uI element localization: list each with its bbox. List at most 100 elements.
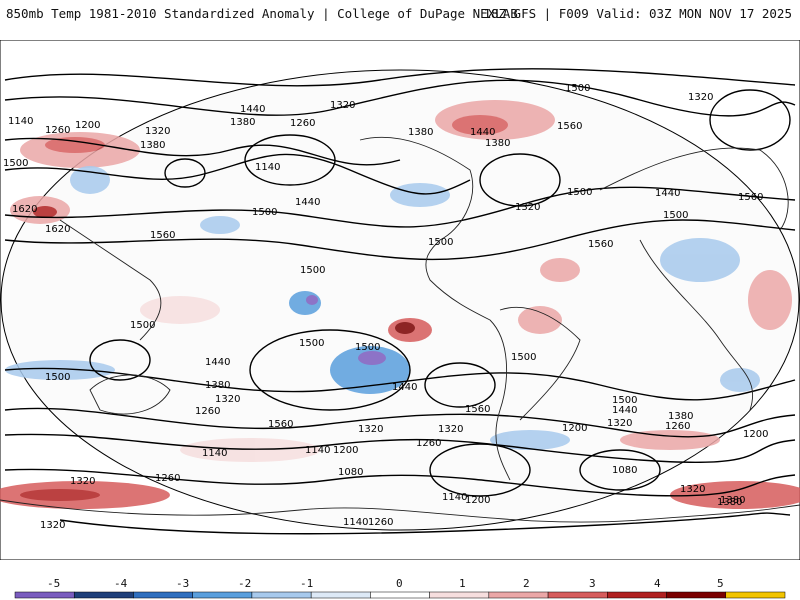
colorbar-swatch — [370, 591, 430, 599]
svg-text:1260: 1260 — [195, 406, 220, 417]
svg-text:1320: 1320 — [215, 394, 240, 405]
colorbar-swatch — [725, 591, 786, 599]
svg-text:1500: 1500 — [428, 237, 453, 248]
svg-text:1320: 1320 — [145, 126, 170, 137]
cbar-tick: 5 — [717, 577, 724, 590]
svg-text:1500: 1500 — [511, 352, 536, 363]
svg-text:1380: 1380 — [668, 411, 693, 422]
svg-text:1380: 1380 — [230, 117, 255, 128]
svg-text:1320: 1320 — [358, 424, 383, 435]
svg-text:1320: 1320 — [70, 476, 95, 487]
cbar-tick: -3 — [176, 577, 190, 590]
svg-text:1440: 1440 — [655, 188, 680, 199]
svg-text:1260: 1260 — [665, 421, 690, 432]
svg-text:1260: 1260 — [368, 517, 393, 528]
anomaly-map: 1140 1260 1200 1440 1320 1380 1500 1440 … — [0, 40, 800, 560]
cbar-tick: 1 — [459, 577, 466, 590]
svg-text:1500: 1500 — [130, 320, 155, 331]
cbar-tick: 4 — [654, 577, 661, 590]
cbar-tick: -4 — [114, 577, 128, 590]
svg-text:1560: 1560 — [557, 121, 582, 132]
coastlines — [0, 136, 800, 523]
svg-text:1200: 1200 — [743, 429, 768, 440]
svg-text:1140: 1140 — [8, 116, 33, 127]
colorbar-swatch — [607, 591, 667, 599]
title-left: 850mb Temp 1981-2010 Standardized Anomal… — [6, 6, 518, 21]
svg-text:1140: 1140 — [343, 517, 368, 528]
svg-text:1380: 1380 — [205, 380, 230, 391]
svg-text:1320: 1320 — [607, 418, 632, 429]
svg-text:1260: 1260 — [290, 118, 315, 129]
svg-text:1320: 1320 — [40, 520, 65, 531]
svg-text:1320: 1320 — [438, 424, 463, 435]
colorbar-swatch — [73, 591, 134, 599]
svg-text:1380: 1380 — [408, 127, 433, 138]
svg-text:1380: 1380 — [485, 138, 510, 149]
svg-text:1500: 1500 — [45, 372, 70, 383]
svg-text:1200: 1200 — [75, 120, 100, 131]
colorbar-swatch — [251, 591, 312, 599]
colorbar-swatch — [547, 591, 608, 599]
svg-text:1560: 1560 — [465, 404, 490, 415]
cbar-tick: -2 — [238, 577, 252, 590]
svg-text:1500: 1500 — [3, 158, 28, 169]
svg-text:1380: 1380 — [140, 140, 165, 151]
svg-text:1260: 1260 — [45, 125, 70, 136]
globe-outline — [0, 69, 800, 531]
height-contours — [4, 68, 796, 535]
svg-text:1380: 1380 — [720, 495, 745, 506]
contour-labels: 1140 1260 1200 1440 1320 1380 1500 1440 … — [3, 83, 768, 531]
colorbar — [14, 591, 786, 599]
svg-text:1320: 1320 — [680, 484, 705, 495]
svg-text:1500: 1500 — [612, 395, 637, 406]
svg-text:1620: 1620 — [12, 204, 37, 215]
svg-text:1440: 1440 — [205, 357, 230, 368]
svg-text:1560: 1560 — [738, 192, 763, 203]
svg-text:1500: 1500 — [355, 342, 380, 353]
svg-text:1500: 1500 — [663, 210, 688, 221]
svg-text:1320: 1320 — [688, 92, 713, 103]
svg-text:1500: 1500 — [299, 338, 324, 349]
svg-text:1500: 1500 — [565, 83, 590, 94]
svg-text:1440: 1440 — [470, 127, 495, 138]
svg-text:1500: 1500 — [252, 207, 277, 218]
colorbar-swatch — [429, 591, 490, 599]
svg-text:1620: 1620 — [45, 224, 70, 235]
cbar-tick: -1 — [300, 577, 314, 590]
svg-text:1560: 1560 — [150, 230, 175, 241]
colorbar-swatch — [310, 591, 371, 599]
svg-text:1140: 1140 — [442, 492, 467, 503]
svg-text:1560: 1560 — [588, 239, 613, 250]
svg-text:1140: 1140 — [305, 445, 330, 456]
svg-text:1440: 1440 — [392, 382, 417, 393]
svg-text:1560: 1560 — [268, 419, 293, 430]
cold-anomalies — [5, 166, 760, 450]
run-info: 18Z GFS | F009 Valid: 03Z MON NOV 17 202… — [483, 6, 792, 21]
svg-text:1260: 1260 — [416, 438, 441, 449]
svg-text:1320: 1320 — [515, 202, 540, 213]
colorbar-swatch — [14, 591, 75, 599]
colorbar-swatch — [133, 591, 193, 599]
svg-text:1500: 1500 — [567, 187, 592, 198]
svg-text:1080: 1080 — [612, 465, 637, 476]
colorbar-swatch — [488, 591, 549, 599]
svg-text:1140: 1140 — [255, 162, 280, 173]
cbar-tick: -5 — [47, 577, 61, 590]
svg-text:1200: 1200 — [333, 445, 358, 456]
svg-text:1260: 1260 — [155, 473, 180, 484]
colorbar-swatch — [666, 591, 727, 599]
svg-text:1500: 1500 — [300, 265, 325, 276]
svg-text:1320: 1320 — [330, 100, 355, 111]
svg-text:1200: 1200 — [562, 423, 587, 434]
svg-text:1440: 1440 — [612, 405, 637, 416]
cbar-tick: 3 — [589, 577, 596, 590]
svg-text:1080: 1080 — [338, 467, 363, 478]
svg-text:1440: 1440 — [295, 197, 320, 208]
cbar-tick: 2 — [523, 577, 530, 590]
svg-text:1200: 1200 — [465, 495, 490, 506]
cbar-tick: 0 — [396, 577, 403, 590]
svg-text:1380: 1380 — [717, 497, 742, 508]
colorbar-swatch — [192, 591, 253, 599]
svg-text:1440: 1440 — [240, 104, 265, 115]
svg-text:1140: 1140 — [202, 448, 227, 459]
